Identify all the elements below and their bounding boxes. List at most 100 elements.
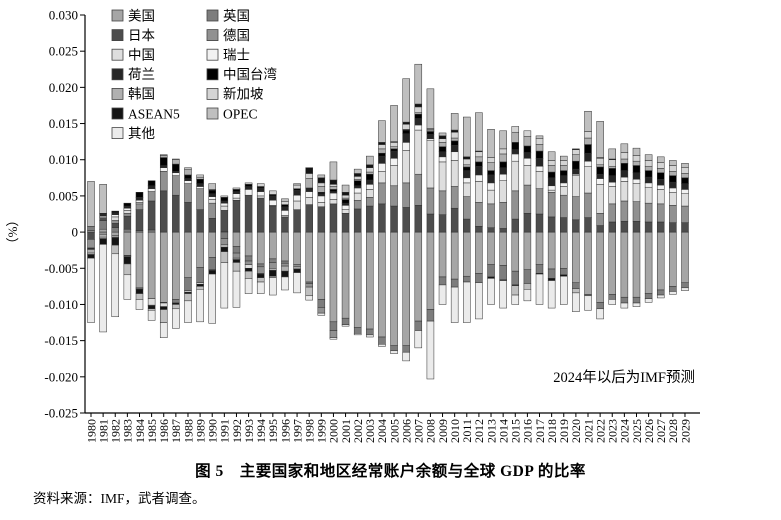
y-tick-label: -0.020 (44, 369, 78, 384)
bar-segment (681, 205, 689, 223)
bar-segment (450, 278, 459, 288)
x-tick-label: 2007 (412, 419, 426, 443)
bar-segment (414, 63, 423, 105)
bar-segment (487, 231, 495, 265)
forecast-annotation: 2024年以后为IMF预测 (553, 369, 695, 386)
bar-segment (620, 152, 629, 160)
bar-segment (123, 210, 132, 214)
x-tick-label: 2021 (581, 419, 595, 443)
bar-segment (172, 231, 180, 300)
bar-segment (560, 275, 568, 305)
y-tick-label: 0.010 (49, 152, 78, 167)
x-tick-label: 2024 (618, 419, 632, 443)
bar-segment (560, 160, 568, 166)
bar-segment (378, 142, 386, 145)
bar-segment (535, 188, 544, 215)
bar-segment (596, 166, 604, 175)
bar-segment (644, 160, 653, 167)
bar-segment (123, 231, 132, 256)
bar-segment (366, 328, 374, 336)
bar-segment (572, 149, 580, 155)
y-tick-label: -0.005 (44, 261, 78, 276)
bar-segment (535, 171, 544, 189)
x-tick-label: 2018 (545, 419, 559, 443)
bar-segment (608, 159, 616, 167)
bar-segment (560, 155, 568, 161)
bar-segment (596, 225, 604, 233)
legend-label: 中国台湾 (223, 66, 277, 82)
bar-segment (317, 177, 326, 184)
bar-segment (535, 231, 544, 265)
bar-segment (390, 150, 398, 159)
figure-source: 资料来源：IMF，武者调查。 (33, 491, 206, 506)
bar-segment (572, 160, 580, 170)
bar-segment (390, 231, 398, 346)
bar-segment (147, 185, 156, 189)
bar-segment (681, 163, 689, 168)
bar-segment (644, 186, 653, 204)
bar-segment (475, 226, 483, 233)
legend-swatch (111, 29, 124, 42)
bar-segment (572, 282, 580, 289)
bar-segment (596, 184, 604, 214)
bar-segment (487, 189, 495, 205)
legend-label: 其他 (128, 126, 155, 141)
bar-segment (535, 158, 544, 167)
bar-segment (220, 251, 229, 263)
bar-segment (293, 209, 301, 233)
bar-segment (584, 110, 592, 132)
x-tick-label: 2001 (339, 419, 353, 443)
bar-segment (305, 191, 313, 198)
bar-segment (390, 148, 398, 152)
bar-segment (329, 161, 338, 181)
bar-segment (341, 317, 350, 325)
bar-segment (523, 283, 532, 290)
y-tick-label: 0 (72, 225, 79, 240)
bar-segment (111, 212, 119, 215)
x-tick-label: 2002 (351, 419, 365, 443)
legend-label: OPEC (223, 106, 258, 121)
x-tick-label: 1990 (206, 419, 220, 443)
bar-segment (244, 268, 253, 272)
bar-segment (159, 154, 168, 156)
bar-segment (281, 276, 289, 291)
bar-segment (438, 161, 447, 192)
bar-segment (147, 229, 156, 233)
bar-segment (159, 190, 168, 233)
bar-segment (353, 200, 362, 210)
bar-segment (184, 168, 192, 176)
x-tick-label: 2019 (557, 419, 571, 443)
bar-segment (87, 181, 95, 227)
bar-segment (596, 173, 604, 179)
bar-segment (669, 160, 677, 166)
bar-segment (232, 270, 241, 308)
bar-segment (184, 174, 192, 179)
bar-segment (111, 227, 119, 233)
bar-segment (390, 350, 398, 354)
bar-segment (547, 151, 556, 161)
bar-segment (232, 193, 241, 199)
bar-segment (256, 195, 265, 199)
bar-segment (269, 231, 277, 260)
bar-segment (172, 172, 180, 176)
bar-segment (572, 219, 580, 233)
bar-segment (293, 266, 301, 270)
bar-segment (317, 186, 326, 193)
bar-segment (341, 184, 350, 193)
bar-segment (656, 168, 665, 174)
bar-segment (317, 174, 326, 179)
bar-segment (499, 228, 507, 233)
x-tick-label: 1980 (84, 419, 98, 443)
bar-segment (523, 165, 532, 186)
bar-segment (632, 201, 641, 222)
bar-segment (208, 202, 216, 219)
bar-segment (656, 189, 665, 205)
bar-segment (547, 278, 556, 281)
bar-segment (353, 327, 362, 334)
bar-segment (281, 262, 289, 267)
bar-segment (305, 231, 313, 283)
bar-segment (572, 196, 580, 221)
bar-segment (111, 214, 119, 218)
bar-segment (426, 213, 435, 233)
